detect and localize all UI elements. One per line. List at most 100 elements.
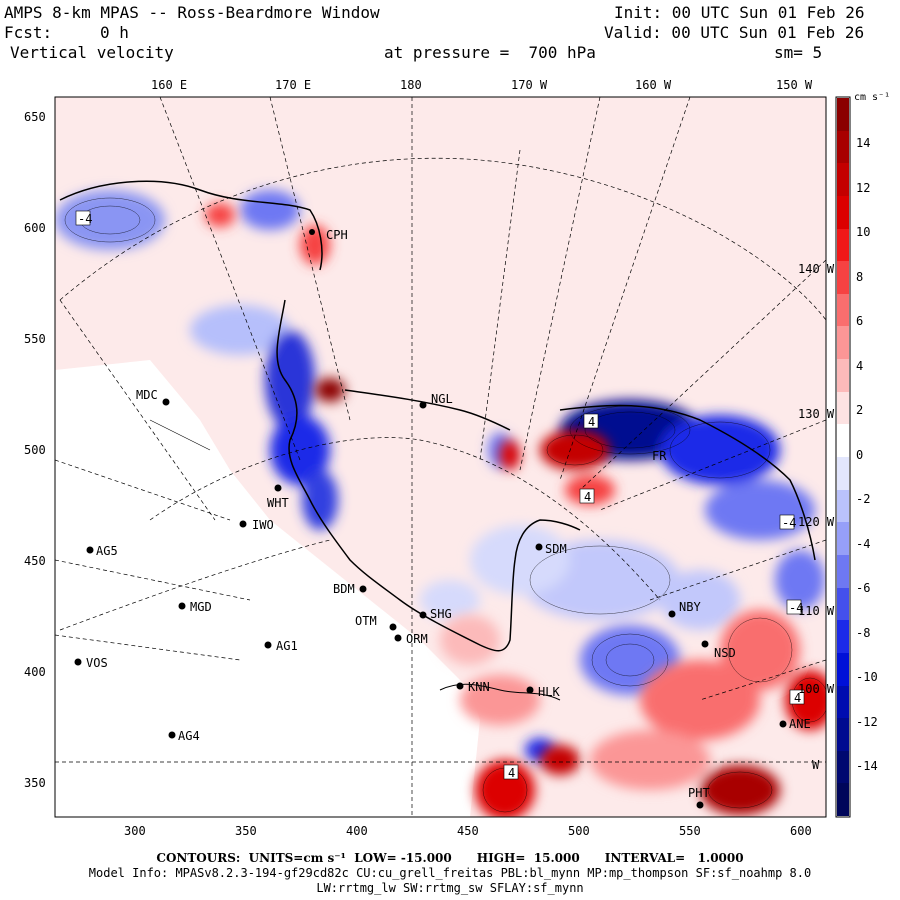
x-tick: 550	[679, 824, 701, 838]
y-tick: 500	[24, 443, 46, 457]
colorbar-tick-label: 0	[856, 447, 864, 462]
map-background	[55, 97, 826, 817]
colorbar-swatch	[837, 750, 849, 784]
x-tick: 400	[346, 824, 368, 838]
lon-label: 130 W	[798, 407, 835, 421]
land-white-region	[55, 360, 480, 817]
colorbar-tick-label: 4	[856, 358, 864, 373]
station-label: OTM	[355, 614, 377, 628]
contour-lines	[64, 197, 826, 813]
smoothing: sm= 5	[774, 43, 823, 62]
station-label: BDM	[333, 582, 355, 596]
colorbar-tick-label: -6	[856, 581, 871, 595]
contour-value: -4	[789, 601, 804, 615]
contour-value: -4	[78, 212, 93, 226]
lon-label: 160 E	[151, 78, 188, 92]
colorbar-swatch	[837, 98, 849, 131]
forecast-hour: 0 h	[100, 23, 129, 42]
station-label: NGL	[431, 392, 453, 406]
y-tick: 550	[24, 332, 46, 346]
init-time: Init: 00 UTC Sun 01 Feb 26	[614, 3, 865, 22]
colorbar-swatch	[837, 489, 849, 523]
station-label: ANE	[789, 717, 811, 731]
station-label: HLK	[538, 685, 560, 699]
colorbar-swatch	[837, 163, 849, 196]
station-label: IWO	[252, 518, 274, 532]
y-tick: 350	[24, 776, 46, 790]
colorbar-tick-label: 12	[856, 180, 871, 195]
contour-value: 4	[794, 691, 802, 705]
colorbar-tick-label: -12	[856, 714, 878, 729]
x-tick: 450	[457, 824, 479, 838]
lon-label: 120 W	[798, 515, 835, 529]
station-markers	[74, 229, 787, 809]
colorbar-swatch	[837, 391, 849, 425]
station-label: AG5	[96, 544, 118, 558]
colorbar-swatch	[837, 130, 849, 164]
lon-label: 100 W	[798, 682, 835, 696]
colorbar-swatch	[837, 457, 849, 490]
colorbar-tick-label: 6	[856, 314, 864, 328]
lon-label: 170 W	[511, 78, 548, 92]
colorbar-swatch	[837, 522, 849, 555]
lon-label: 180	[400, 78, 422, 92]
contour-value: 4	[588, 415, 596, 429]
colorbar-swatch	[837, 228, 849, 262]
colorbar-swatch	[837, 424, 849, 458]
colorbar-swatch	[837, 554, 849, 588]
contour-value: -4	[782, 516, 797, 530]
station-label: CPH	[326, 228, 348, 242]
colorbar	[837, 98, 849, 817]
station-label: ORM	[406, 632, 428, 646]
contour-value: 4	[508, 766, 516, 780]
positive-velocity-areas	[205, 203, 826, 817]
x-tick: 600	[790, 824, 812, 838]
lon-label: W	[812, 758, 820, 772]
contour-label-boxes	[75, 210, 805, 780]
colorbar-swatch	[837, 620, 849, 653]
colorbar-swatch	[837, 195, 849, 229]
colorbar-tick-label: -4	[856, 536, 871, 551]
lon-label: 160 W	[635, 78, 672, 92]
pressure-level: at pressure = 700 hPa	[384, 43, 596, 62]
colorbar-tick-label: -2	[856, 492, 871, 506]
lon-label: 150 W	[776, 78, 813, 92]
station-label: FR	[652, 449, 667, 463]
colorbar-swatch	[837, 326, 849, 360]
station-label: PHT	[688, 786, 710, 800]
lon-label: 110 W	[798, 604, 835, 618]
station-label: SDM	[545, 542, 567, 556]
colorbar-tick-label: 2	[856, 403, 864, 417]
station-label: VOS	[86, 656, 108, 670]
graticule	[55, 97, 826, 817]
coastlines	[59, 180, 816, 701]
colorbar-swatch	[837, 359, 849, 392]
field-name: Vertical velocity	[10, 43, 174, 62]
x-tick: 500	[568, 824, 590, 838]
colorbar-swatch	[837, 718, 849, 751]
station-label: AG1	[276, 639, 298, 653]
station-label: NSD	[714, 646, 736, 660]
station-label: SHG	[430, 607, 452, 621]
colorbar-swatch	[837, 261, 849, 294]
colorbar-tick-label: -8	[856, 625, 871, 640]
valid-time: Valid: 00 UTC Sun 01 Feb 26	[604, 23, 865, 42]
colorbar-tick-label: -14	[856, 759, 878, 773]
colorbar-tick-label: 14	[856, 136, 871, 150]
colorbar-swatch	[837, 685, 849, 719]
colorbar-units: cm s⁻¹	[854, 92, 891, 103]
station-label: MDC	[136, 388, 158, 402]
contour-value: 4	[584, 490, 592, 504]
negative-velocity-areas	[55, 190, 825, 762]
colorbar-swatch	[837, 293, 849, 327]
station-label: MGD	[190, 600, 212, 614]
colorbar-swatch	[837, 587, 849, 621]
lon-label: 170 E	[275, 78, 312, 92]
model-title: AMPS 8-km MPAS -- Ross-Beardmore Window	[4, 3, 380, 22]
station-label: AG4	[178, 729, 200, 743]
forecast-label: Fcst:	[4, 23, 53, 42]
colorbar-swatch	[837, 783, 849, 817]
y-tick: 600	[24, 221, 46, 235]
y-tick: 400	[24, 665, 46, 679]
